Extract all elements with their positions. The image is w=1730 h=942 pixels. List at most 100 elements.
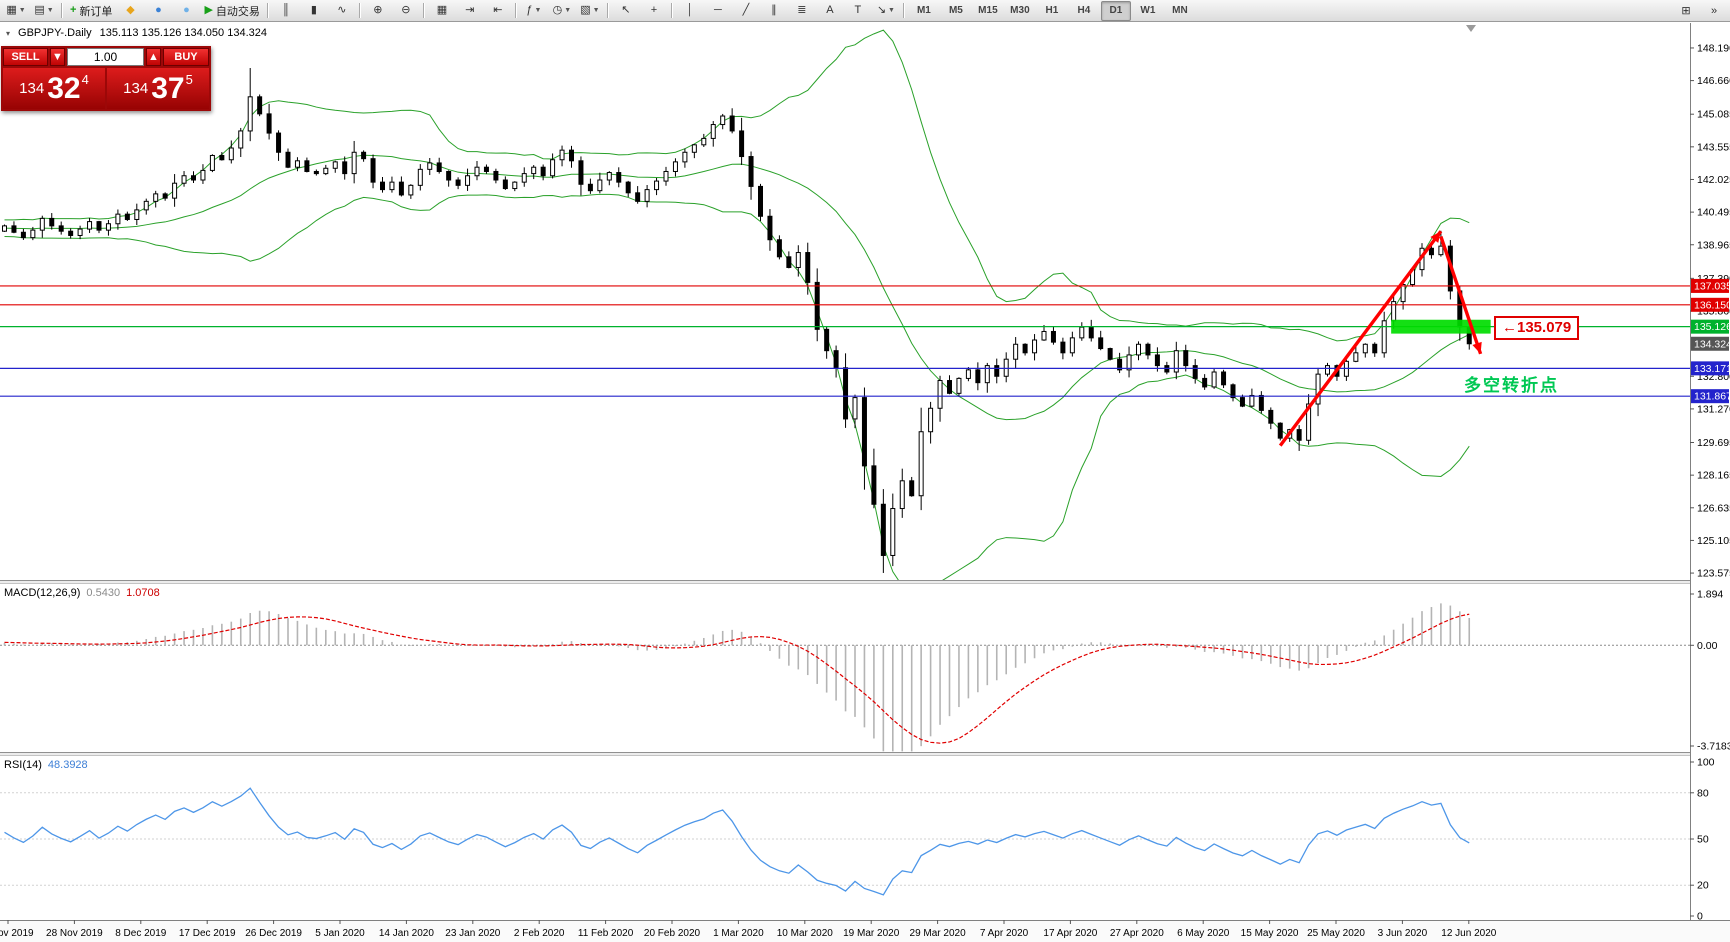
dropdown-caret-icon: ▼ — [18, 7, 26, 14]
fibonacci-button[interactable]: ≣ — [789, 1, 815, 21]
trend-arrow-down[interactable] — [1439, 235, 1483, 355]
new-order-button[interactable]: + 新订单 — [67, 1, 115, 21]
trend-arrow-up[interactable] — [1278, 230, 1443, 447]
buy-price-point: 5 — [185, 72, 193, 87]
chart-profiles-button[interactable]: ▤ ▼ — [31, 1, 57, 21]
templates-icon: ▧ — [580, 4, 591, 16]
chart-bars-button[interactable]: ║ — [273, 1, 299, 21]
community-button[interactable]: ● — [145, 1, 171, 21]
macd-name: MACD(12,26,9) — [4, 587, 81, 599]
horizontal-line-button[interactable]: ─ — [705, 1, 731, 21]
buy-button[interactable]: BUY — [163, 48, 209, 66]
timeframe-m5-button[interactable]: M5 — [948, 5, 963, 16]
svg-text:129.695: 129.695 — [1697, 437, 1730, 449]
svg-text:125.105: 125.105 — [1697, 535, 1730, 547]
cursor-button[interactable]: ↖ — [613, 1, 639, 21]
highlight-rectangle[interactable] — [1391, 319, 1491, 334]
svg-text:135.126: 135.126 — [1694, 321, 1730, 333]
quick-trade-icon-button[interactable]: ◆ — [117, 1, 143, 21]
new-chart-button[interactable]: ▦ ▼ — [3, 1, 29, 21]
chart-title: ▾ GBPJPY-.Daily 135.113 135.126 134.050 … — [6, 27, 267, 39]
sell-button[interactable]: SELL — [3, 48, 48, 66]
oneclick-collapse-icon[interactable]: ▾ — [6, 28, 11, 38]
indicators-button[interactable]: ƒ ▼ — [521, 1, 547, 21]
timeframe-m1-button[interactable]: M1 — [916, 5, 931, 16]
svg-text:20 Feb 2020: 20 Feb 2020 — [644, 928, 701, 939]
toolbar-separator — [266, 3, 269, 18]
chart-candles-icon: ▮ — [310, 4, 317, 16]
svg-text:133.171: 133.171 — [1694, 363, 1730, 375]
timeframe-mn-button[interactable]: MN — [1172, 5, 1188, 16]
price-badge-133.171: 133.171 — [1691, 361, 1730, 376]
zoom-out-button[interactable]: ⊖ — [393, 1, 419, 21]
buy-price-display[interactable]: 134 37 5 — [107, 68, 209, 109]
price-axis[interactable]: 148.190 146.660 145.085 143.555 142.025 140.4… — [1690, 23, 1730, 942]
market-button[interactable]: ● — [173, 1, 199, 21]
buy-price-pips: 37 — [151, 71, 185, 105]
channel-icon: ∥ — [771, 4, 777, 16]
timeframe-h1-button[interactable]: H1 — [1045, 5, 1059, 16]
autotrading-button[interactable]: ▶ 自动交易 — [201, 1, 262, 21]
tile-windows-icon: ▦ — [436, 4, 448, 16]
chart-shift-icon: ⇤ — [493, 4, 503, 16]
channel-button[interactable]: ∥ — [761, 1, 787, 21]
trendline-button[interactable]: ╱ — [733, 1, 759, 21]
dropdown-caret-icon: ▼ — [592, 7, 600, 14]
periods-button[interactable]: ◷ ▼ — [549, 1, 575, 21]
svg-text:17 Apr 2020: 17 Apr 2020 — [1043, 928, 1097, 939]
zoom-in-icon: ⊕ — [373, 4, 383, 16]
svg-text:17 Dec 2019: 17 Dec 2019 — [179, 928, 236, 939]
chart-bars-icon: ║ — [282, 4, 290, 16]
volume-decrease-button[interactable]: ▼ — [50, 48, 65, 66]
svg-text:0.00: 0.00 — [1697, 640, 1718, 652]
volume-field[interactable]: 1.00 — [67, 48, 144, 66]
volume-increase-button[interactable]: ▲ — [146, 48, 161, 66]
chart-shift-button[interactable]: ⇤ — [485, 1, 511, 21]
timeframe-w1-button[interactable]: W1 — [1140, 5, 1156, 16]
macd-main-value: 0.5430 — [86, 587, 121, 599]
svg-text:126.635: 126.635 — [1697, 502, 1730, 514]
svg-text:8 Nov 2019: 8 Nov 2019 — [0, 928, 34, 939]
new-order-icon: + — [70, 4, 77, 16]
community-icon: ● — [155, 4, 162, 16]
timeframe-h4-button[interactable]: H4 — [1077, 5, 1091, 16]
svg-text:128.165: 128.165 — [1697, 470, 1730, 482]
zoom-in-button[interactable]: ⊕ — [365, 1, 391, 21]
timeframe-d1-button[interactable]: D1 — [1100, 0, 1131, 21]
price-callout[interactable]: ←135.079 — [1494, 316, 1580, 340]
text-label-button[interactable]: T — [845, 1, 871, 21]
vertical-line-button[interactable]: │ — [677, 1, 703, 21]
chart-candles-button[interactable]: ▮ — [301, 1, 327, 21]
time-axis[interactable]: 8 Nov 2019 28 Nov 2019 8 Dec 2019 17 Dec 20… — [0, 920, 1730, 942]
rsi-axis[interactable]: 100 80 50 20 0 — [1690, 757, 1715, 923]
text-button[interactable]: A — [817, 1, 843, 21]
toolbar-expand-button[interactable]: ⊞ — [1681, 5, 1691, 17]
price-badge-136.150: 136.150 — [1691, 297, 1730, 312]
toolbar-separator — [606, 3, 609, 18]
sell-price-display[interactable]: 134 32 4 — [3, 68, 105, 109]
arrows-button[interactable]: ↘ ▼ — [873, 1, 899, 21]
auto-scroll-button[interactable]: ⇥ — [457, 1, 483, 21]
svg-text:50: 50 — [1697, 834, 1709, 846]
price-badge-131.867: 131.867 — [1691, 389, 1730, 404]
svg-text:14 Jan 2020: 14 Jan 2020 — [379, 928, 434, 939]
toolbar-separator — [902, 3, 905, 18]
svg-text:6 May 2020: 6 May 2020 — [1177, 928, 1230, 939]
turning-point-label[interactable]: 多空转折点 — [1464, 376, 1559, 395]
autotrading-button-label: 自动交易 — [215, 5, 260, 18]
crosshair-button[interactable]: + — [641, 1, 667, 21]
templates-button[interactable]: ▧ ▼ — [577, 1, 603, 21]
chart-shift-marker[interactable] — [1466, 25, 1476, 32]
chart-line-button[interactable]: ∿ — [329, 1, 355, 21]
chart-line-icon: ∿ — [337, 4, 347, 16]
tile-windows-button[interactable]: ▦ — [429, 1, 455, 21]
svg-text:131.270: 131.270 — [1697, 403, 1730, 415]
timeframe-m30-button[interactable]: M30 — [1010, 5, 1030, 16]
timeframe-m15-button[interactable]: M15 — [978, 5, 998, 16]
toolbar-more-button[interactable]: » — [1710, 4, 1718, 17]
toolbar-separator — [670, 3, 673, 18]
macd-axis[interactable]: 1.894 0.00 -3.7183 — [1690, 589, 1730, 753]
toolbar-separator — [61, 3, 63, 18]
